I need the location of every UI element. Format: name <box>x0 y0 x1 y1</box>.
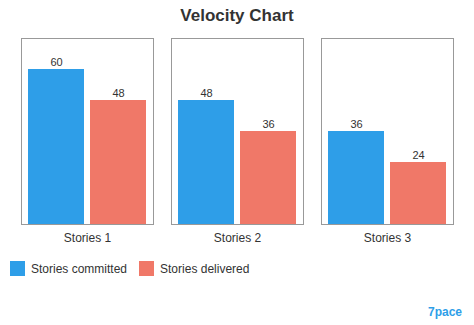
svg-text:Stories 1: Stories 1 <box>64 231 112 245</box>
html-text:Stories committed: Stories committed <box>31 261 127 276</box>
svg-text:36: 36 <box>350 118 362 130</box>
svg-text:Stories 2: Stories 2 <box>214 231 262 245</box>
svg-text:24: 24 <box>412 149 424 161</box>
svg-text:36: 36 <box>262 118 274 130</box>
svg-text:48: 48 <box>200 87 212 99</box>
html-text:7pace: 7pace <box>428 305 462 319</box>
html-text:Stories delivered: Stories delivered <box>160 261 250 276</box>
html-text:Velocity Chart: Velocity Chart <box>180 6 294 25</box>
svg-text:48: 48 <box>112 87 124 99</box>
svg-text:60: 60 <box>50 56 62 68</box>
svg-text:Stories 3: Stories 3 <box>364 231 412 245</box>
